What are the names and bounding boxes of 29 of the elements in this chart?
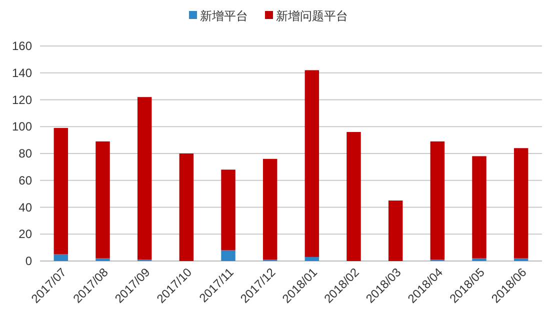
bar — [221, 250, 236, 261]
bar — [346, 132, 361, 261]
y-tick-label: 120 — [12, 92, 32, 107]
bar — [221, 170, 236, 250]
bar — [388, 200, 403, 261]
y-tick-label: 100 — [12, 120, 32, 134]
y-tick-label: 160 — [12, 39, 32, 53]
bar — [430, 141, 445, 260]
bar — [262, 158, 278, 260]
bar — [514, 148, 528, 258]
y-tick-label: 20 — [18, 227, 32, 242]
y-tick-label: 40 — [18, 200, 32, 214]
y-tick-label: 80 — [18, 146, 32, 160]
bar — [96, 141, 110, 258]
bar — [304, 256, 320, 261]
y-tick-label: 140 — [12, 66, 32, 80]
legend-label: 新增问题平台 — [276, 9, 348, 23]
y-tick-label: 60 — [18, 173, 32, 188]
y-tick-label: 0 — [25, 254, 32, 268]
bar — [472, 156, 486, 258]
bar — [54, 254, 68, 261]
bar — [179, 154, 194, 261]
bar — [96, 258, 110, 261]
bar — [514, 258, 528, 261]
bar — [472, 258, 486, 261]
bar — [137, 97, 152, 260]
bar — [304, 70, 320, 257]
bar — [54, 128, 68, 254]
legend-label: 新增平台 — [200, 9, 248, 23]
